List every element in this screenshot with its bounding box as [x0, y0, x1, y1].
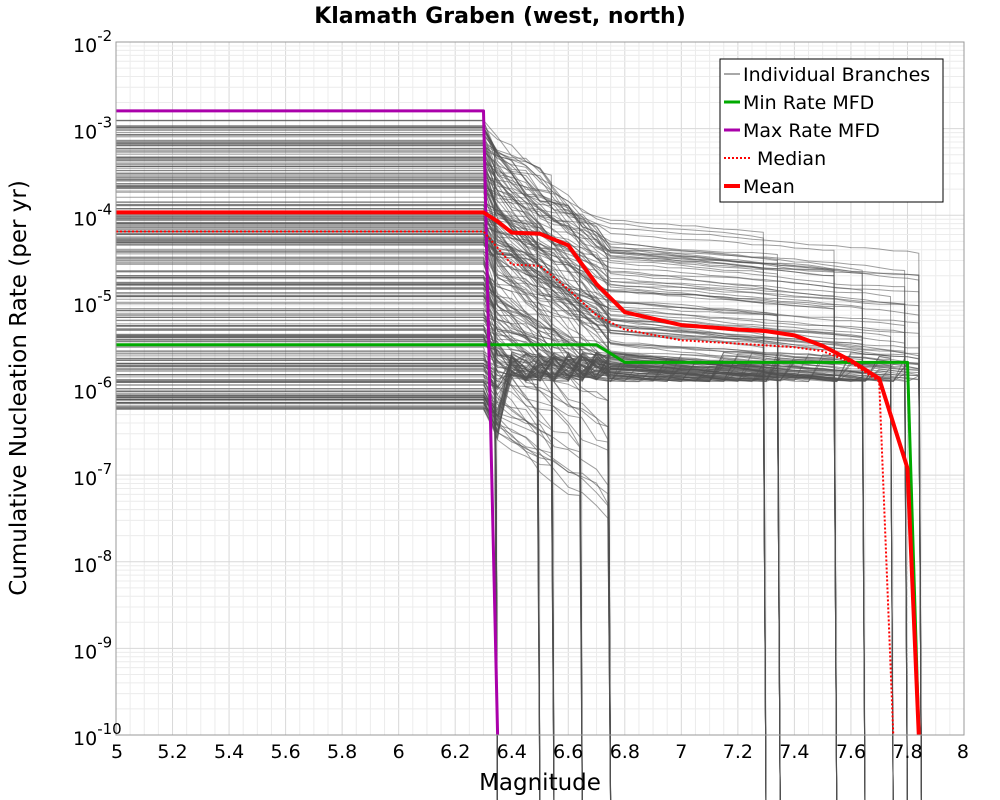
summary-series-layer	[116, 109, 921, 736]
branch-line	[116, 275, 781, 800]
branch-line	[116, 132, 781, 800]
branch-line	[116, 390, 612, 800]
x-tick-label: 7.6	[836, 741, 866, 763]
branch-line	[116, 179, 922, 800]
branch-line	[116, 396, 555, 800]
branch-line	[116, 236, 583, 800]
legend-box	[719, 58, 944, 203]
x-tick-label: 5.6	[270, 741, 300, 763]
x-tick-label: 7.4	[779, 741, 809, 763]
branch-line	[116, 351, 922, 800]
branch-line	[116, 204, 922, 800]
x-tick-label: 6.2	[440, 741, 470, 763]
branch-line	[116, 159, 838, 800]
branch-line	[116, 130, 499, 800]
x-tick-label: 5.8	[327, 741, 357, 763]
y-axis-label: Cumulative Nucleation Rate (per yr)	[6, 180, 32, 596]
legend-label-median: Median	[757, 148, 826, 170]
branch-line	[116, 216, 922, 800]
x-tick-label: 7.2	[723, 741, 753, 763]
x-tick-label: 6.8	[610, 741, 640, 763]
max-rate-mfd-line	[116, 109, 500, 736]
chart-title: Klamath Graben (west, north)	[314, 4, 686, 29]
branch-line	[116, 166, 838, 800]
x-tick-label: 6.4	[497, 741, 527, 763]
x-tick-label: 5.4	[214, 741, 244, 763]
branch-line	[116, 148, 583, 800]
branch-line	[116, 173, 781, 800]
x-tick-label: 8	[957, 741, 969, 763]
min-rate-mfd-line	[116, 343, 921, 736]
branch-line	[116, 144, 767, 800]
branch-line	[116, 360, 555, 800]
median-line	[116, 230, 895, 736]
legend: Individual Branches Min Rate MFD Max Rat…	[719, 58, 944, 203]
branch-line	[116, 352, 908, 800]
branch-line	[116, 126, 781, 800]
branch-line	[116, 339, 781, 800]
branch-line	[116, 352, 838, 800]
branch-line	[116, 169, 922, 800]
branch-line	[116, 157, 922, 800]
branch-line	[116, 139, 555, 800]
x-axis-label: Magnitude	[479, 770, 601, 796]
branch-line	[116, 157, 781, 800]
branch-line	[116, 231, 838, 800]
legend-label-branches: Individual Branches	[743, 64, 930, 86]
branch-line	[116, 120, 866, 800]
branch-line	[116, 358, 781, 800]
branch-line	[116, 166, 838, 800]
x-tick-label: 7.8	[892, 741, 922, 763]
branch-line	[116, 165, 781, 800]
branch-line	[116, 356, 767, 800]
branch-line	[116, 286, 908, 800]
x-tick-label: 5.2	[157, 741, 187, 763]
x-tick-label: 6.6	[553, 741, 583, 763]
x-tick-label: 6	[393, 741, 405, 763]
branch-line	[116, 242, 908, 800]
branch-line	[116, 151, 908, 800]
x-tick-label: 5	[111, 741, 123, 763]
branch-line	[116, 236, 922, 800]
branch-line	[116, 134, 922, 800]
branch-line	[116, 127, 922, 800]
branch-line	[116, 186, 541, 800]
legend-label-mean: Mean	[743, 176, 795, 198]
branch-line	[116, 295, 555, 800]
branch-line	[116, 296, 781, 800]
legend-label-max-rate: Max Rate MFD	[743, 120, 880, 142]
branch-line	[116, 190, 838, 800]
branch-line	[116, 119, 767, 800]
mean-line	[116, 210, 921, 736]
branch-line	[116, 161, 767, 800]
x-tick-labels: 5 5.2 5.4 5.6 5.8 6 6.2 6.4 6.6 6.8 7 7.2 7.4 7.6 7.8 8	[111, 741, 969, 763]
x-tick-label: 7	[675, 741, 687, 763]
branch-line	[116, 180, 781, 800]
branch-line	[116, 394, 611, 800]
legend-label-min-rate: Min Rate MFD	[743, 92, 874, 114]
plot-frame	[115, 41, 965, 736]
